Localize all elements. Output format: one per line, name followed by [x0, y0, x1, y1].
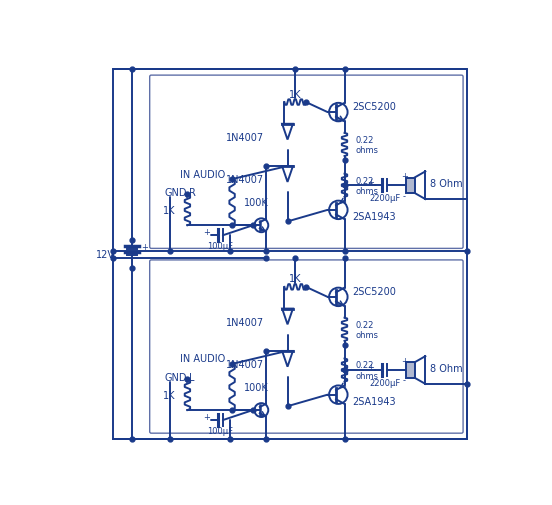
Text: 1K: 1K	[289, 274, 301, 284]
Text: 2SC5200: 2SC5200	[352, 286, 396, 296]
FancyBboxPatch shape	[150, 261, 463, 433]
Text: 2200µF: 2200µF	[369, 193, 400, 203]
Circle shape	[254, 403, 268, 417]
Text: 0.22
ohms: 0.22 ohms	[355, 361, 378, 380]
Text: 0.22
ohms: 0.22 ohms	[355, 135, 378, 155]
Circle shape	[329, 288, 348, 307]
Text: 2200µF: 2200µF	[369, 378, 400, 387]
Polygon shape	[282, 309, 293, 325]
Circle shape	[254, 219, 268, 233]
Bar	[406, 178, 415, 193]
Text: 1K: 1K	[163, 206, 175, 216]
Text: GND: GND	[164, 372, 187, 382]
Polygon shape	[282, 125, 293, 140]
Polygon shape	[282, 351, 293, 367]
Text: +: +	[367, 362, 374, 371]
Text: 0.22
ohms: 0.22 ohms	[355, 176, 378, 195]
Text: 8 Ohm: 8 Ohm	[430, 179, 463, 188]
Text: +: +	[141, 242, 148, 251]
Text: 1N4007: 1N4007	[226, 359, 264, 369]
Text: 1N4007: 1N4007	[226, 175, 264, 185]
Text: 8 Ohm: 8 Ohm	[430, 363, 463, 373]
Text: 100K: 100K	[245, 382, 269, 392]
Text: 2SA1943: 2SA1943	[352, 212, 396, 222]
Text: +: +	[367, 178, 374, 186]
Text: +: +	[401, 356, 408, 365]
FancyBboxPatch shape	[150, 76, 463, 249]
Text: IN AUDIO: IN AUDIO	[181, 169, 226, 179]
Text: L: L	[189, 372, 194, 382]
Text: 1N4007: 1N4007	[226, 132, 264, 142]
Text: 2SA1943: 2SA1943	[352, 396, 396, 406]
Circle shape	[329, 104, 348, 122]
Text: 1K: 1K	[163, 390, 175, 400]
Polygon shape	[282, 167, 293, 182]
Text: 12V: 12V	[96, 249, 115, 259]
Text: IN AUDIO: IN AUDIO	[181, 354, 226, 364]
Text: 100K: 100K	[245, 198, 269, 208]
Circle shape	[329, 386, 348, 404]
Text: 0.22
ohms: 0.22 ohms	[355, 320, 378, 339]
Text: 1N4007: 1N4007	[226, 317, 264, 327]
Text: R: R	[189, 188, 196, 198]
Bar	[406, 363, 415, 378]
Text: 1K: 1K	[289, 89, 301, 99]
Text: +: +	[401, 171, 408, 180]
Text: 100µF: 100µF	[208, 426, 233, 435]
Text: GND: GND	[164, 188, 187, 198]
Text: +: +	[203, 412, 210, 421]
Text: +: +	[203, 227, 210, 236]
Text: -: -	[403, 191, 406, 200]
Circle shape	[329, 201, 348, 220]
Text: -: -	[403, 376, 406, 385]
Text: 2SC5200: 2SC5200	[352, 102, 396, 112]
Text: 100µF: 100µF	[208, 241, 233, 250]
